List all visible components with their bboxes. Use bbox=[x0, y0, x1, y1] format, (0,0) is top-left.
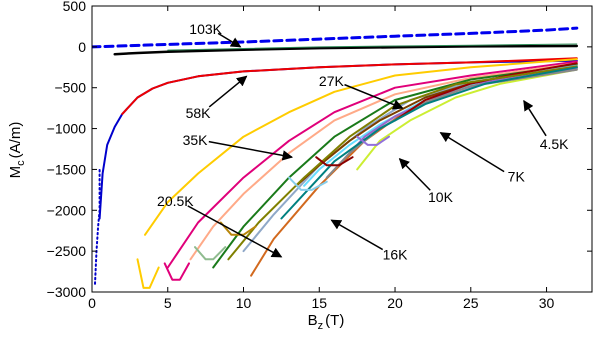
y-tick-label: −1000 bbox=[47, 121, 87, 137]
annotation-arrow-4-5k bbox=[523, 99, 547, 137]
series-line-m-bg-t-4-5 bbox=[92, 26, 579, 49]
annotation-label-16k: 16K bbox=[383, 246, 409, 262]
y-tick-label: −1500 bbox=[47, 161, 87, 177]
series-line-dark-red bbox=[394, 62, 578, 122]
ticks-layer: 0 5 10 15 20 25 30 500 0 −500 −1000 −1500 −2000 −2500… bbox=[47, 0, 592, 311]
annotation-label-7k: 7K bbox=[508, 169, 526, 185]
annotation-arrow-7k bbox=[439, 132, 505, 173]
annotation-arrow-103k bbox=[217, 32, 242, 48]
annotation-label-58k: 58K bbox=[186, 105, 212, 121]
minimum-curve-6 bbox=[356, 135, 390, 146]
x-axis-title: Bz (T) bbox=[308, 312, 345, 332]
y-tick-label: 500 bbox=[63, 0, 87, 14]
series-line-low-field-dots bbox=[94, 168, 101, 285]
series-line-olive bbox=[227, 65, 578, 261]
y-tick-label: 0 bbox=[78, 39, 86, 55]
annotation-label-4-5k: 4.5K bbox=[540, 136, 569, 152]
annotation-arrow-35k bbox=[208, 140, 294, 161]
series-line-58k-red bbox=[121, 57, 578, 115]
minimum-curve-5 bbox=[315, 156, 354, 167]
y-tick-label: −2000 bbox=[47, 202, 87, 218]
annotation-arrow-27k bbox=[344, 83, 404, 110]
series-line-35k bbox=[144, 58, 578, 236]
annotation-label-27k: 27K bbox=[319, 73, 345, 89]
y-tick-label: −500 bbox=[54, 80, 86, 96]
minimum-curve-0 bbox=[136, 258, 160, 289]
annotation-label-103k: 103K bbox=[189, 21, 222, 37]
annotation-label-20-5k: 20.5K bbox=[157, 193, 194, 209]
annotation-arrow-10k bbox=[398, 158, 431, 191]
annotation-label-10k: 10K bbox=[428, 189, 454, 205]
series-line-20-5k bbox=[189, 62, 578, 261]
plot-frame bbox=[91, 5, 593, 293]
annotation-arrow-20-5k bbox=[187, 205, 283, 258]
x-tick-label: 15 bbox=[311, 295, 327, 311]
x-tick-label: 20 bbox=[387, 295, 403, 311]
x-tick-label: 0 bbox=[88, 295, 96, 311]
x-tick-label: 30 bbox=[539, 295, 555, 311]
minimum-curve-3 bbox=[219, 221, 257, 236]
series-layer bbox=[92, 26, 579, 289]
minimum-curve-4 bbox=[288, 176, 328, 191]
x-tick-label: 25 bbox=[463, 295, 479, 311]
y-axis-title: Mc(A/m) bbox=[7, 122, 27, 179]
series-line-teal bbox=[280, 66, 578, 220]
axis-titles: Bz (T) Mc(A/m) bbox=[7, 122, 344, 332]
minimum-curve-2 bbox=[194, 246, 227, 261]
y-tick-label: −2500 bbox=[47, 243, 87, 259]
series-line-16k bbox=[212, 63, 578, 269]
series-line-103k-green bbox=[167, 43, 578, 51]
annotation-arrow-58k bbox=[208, 75, 248, 108]
series-line-cyan bbox=[303, 67, 578, 187]
x-tick-label: 5 bbox=[164, 295, 172, 311]
series-line-103k bbox=[113, 44, 579, 56]
series-line-10k bbox=[242, 64, 578, 253]
annotation-label-35k: 35K bbox=[183, 132, 209, 148]
y-tick-label: −3000 bbox=[47, 284, 87, 300]
minimum-curve-1 bbox=[163, 262, 190, 281]
x-tick-label: 10 bbox=[236, 295, 252, 311]
annotation-arrow-16k bbox=[330, 219, 384, 251]
series-line-27k bbox=[166, 60, 578, 269]
